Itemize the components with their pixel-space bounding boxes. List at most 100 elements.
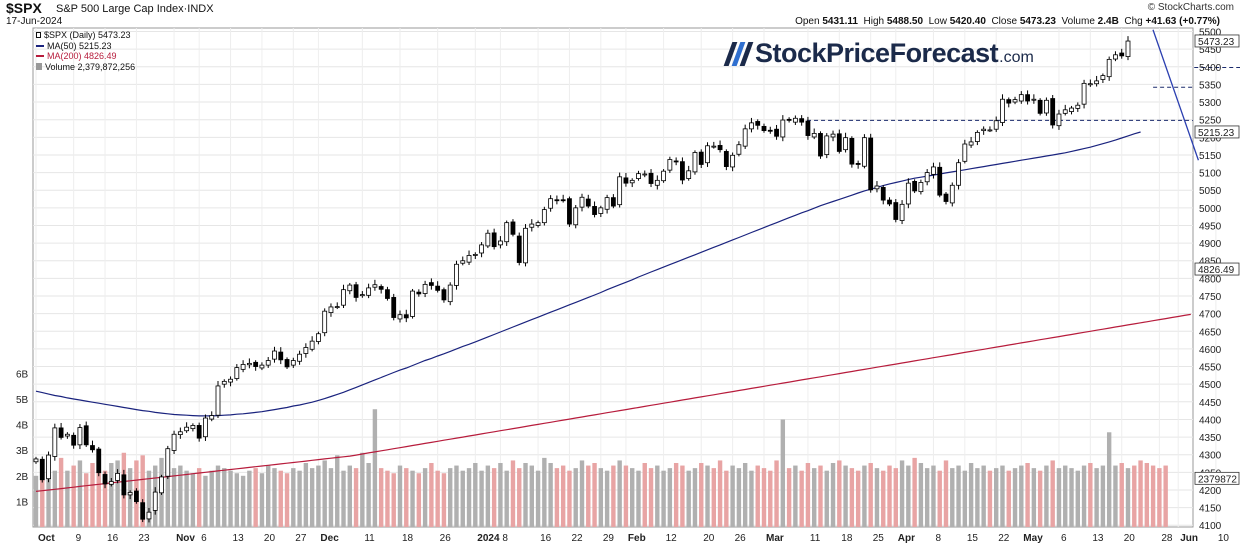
- volume-bar: [680, 465, 685, 527]
- price-highlight-label: 5215.23: [1198, 128, 1235, 139]
- volume-bar: [975, 468, 980, 527]
- candle-body: [818, 133, 823, 157]
- candle-body: [422, 283, 428, 294]
- price-highlight-label: 5473.23: [1198, 37, 1235, 48]
- volume-bar: [360, 452, 365, 527]
- x-tick-label: 8: [502, 533, 508, 544]
- volume-bar: [109, 463, 114, 527]
- volume-bar: [1157, 468, 1162, 527]
- price-axis-label: 5250: [1199, 116, 1222, 127]
- candle-body: [466, 255, 472, 263]
- volume-value: 2.4B: [1097, 16, 1119, 27]
- volume-bar: [937, 470, 942, 527]
- volume-bar: [1163, 465, 1168, 527]
- volume-bar: [805, 463, 811, 527]
- x-tick-label: 20: [1124, 533, 1136, 544]
- candle-body: [253, 361, 259, 367]
- candle-body: [1094, 80, 1100, 85]
- candle-body: [121, 474, 127, 496]
- volume-bar: [347, 465, 352, 527]
- candle-body: [1050, 98, 1056, 126]
- volume-bar: [774, 460, 779, 527]
- x-tick-label: Feb: [628, 533, 646, 544]
- volume-bar: [272, 468, 277, 527]
- volume-bar: [341, 470, 346, 527]
- candle-body: [353, 284, 359, 298]
- volume-bar: [366, 463, 371, 527]
- volume-bar: [1044, 465, 1049, 527]
- volume-bar: [598, 468, 604, 527]
- candle-body: [165, 448, 171, 477]
- candle-body: [52, 427, 58, 457]
- volume-bar: [793, 465, 798, 527]
- volume-bar: [404, 468, 409, 527]
- volume-bar: [931, 465, 936, 527]
- volume-bar: [1006, 470, 1011, 527]
- candle-body: [127, 492, 133, 496]
- volume-bar: [422, 468, 428, 527]
- legend-volume: Volume 2,379,872,256: [36, 62, 135, 73]
- volume-bar: [573, 468, 578, 527]
- x-tick-label: 6: [201, 533, 207, 544]
- volume-bar: [165, 452, 170, 527]
- candle-body: [96, 448, 102, 474]
- candle-body: [284, 359, 290, 368]
- candle-body: [1113, 54, 1118, 60]
- x-tick-label: 12: [666, 533, 678, 544]
- x-tick-label: 23: [138, 533, 150, 544]
- volume-bar: [65, 470, 70, 527]
- volume-bar: [491, 468, 497, 527]
- volume-bar: [617, 460, 622, 527]
- candle-body: [761, 125, 767, 132]
- volume-bar: [799, 470, 804, 527]
- volume-bar: [994, 468, 999, 527]
- stockcharts-credit: © StockCharts.com: [1147, 2, 1234, 13]
- volume-bar: [303, 463, 309, 527]
- candle-body: [1100, 75, 1106, 80]
- candle-body: [868, 137, 874, 191]
- candle-body: [742, 128, 748, 147]
- candle-body: [943, 193, 949, 202]
- volume-bar: [893, 468, 898, 527]
- candle-body: [504, 222, 510, 243]
- candle-body: [516, 235, 522, 263]
- candle-body: [297, 353, 302, 362]
- candle-body: [862, 137, 867, 167]
- volume-bar: [115, 460, 120, 527]
- volume-bar: [171, 468, 177, 527]
- candle-body: [215, 385, 221, 416]
- candle-body: [1025, 94, 1030, 102]
- volume-bar: [378, 468, 384, 527]
- volume-bar: [278, 470, 283, 527]
- volume-swatch-icon: [36, 63, 42, 71]
- price-axis-label: 4650: [1199, 327, 1222, 338]
- price-axis-label: 4450: [1199, 398, 1222, 409]
- price-axis-label: 4200: [1199, 486, 1222, 497]
- volume-bar: [466, 468, 472, 527]
- candle-body: [636, 173, 641, 179]
- volume-bar: [33, 475, 39, 527]
- volume-bar: [397, 465, 403, 527]
- volume-bar: [636, 470, 641, 527]
- candle-body: [554, 199, 560, 202]
- volume-bar: [429, 463, 434, 527]
- volume-bar: [454, 465, 459, 527]
- candle-body: [604, 197, 610, 210]
- candle-legend-icon: [36, 32, 41, 39]
- candle-body: [309, 340, 315, 350]
- price-axis-label: 4750: [1199, 292, 1222, 303]
- plot-frame: [32, 27, 1194, 528]
- volume-bar: [247, 470, 252, 527]
- candle-body: [146, 511, 152, 520]
- volume-bar: [686, 470, 691, 527]
- candle-body: [77, 427, 83, 446]
- candle-body: [673, 160, 679, 163]
- price-axis-label: 5350: [1199, 80, 1222, 91]
- volume-bar: [228, 470, 233, 527]
- volume-bar: [768, 470, 773, 527]
- volume-bar: [667, 468, 673, 527]
- volume-bar: [604, 470, 610, 527]
- candle-body: [366, 287, 372, 296]
- legend-ma50-label: MA(50) 5215.23: [47, 40, 112, 51]
- volume-bar: [215, 465, 221, 527]
